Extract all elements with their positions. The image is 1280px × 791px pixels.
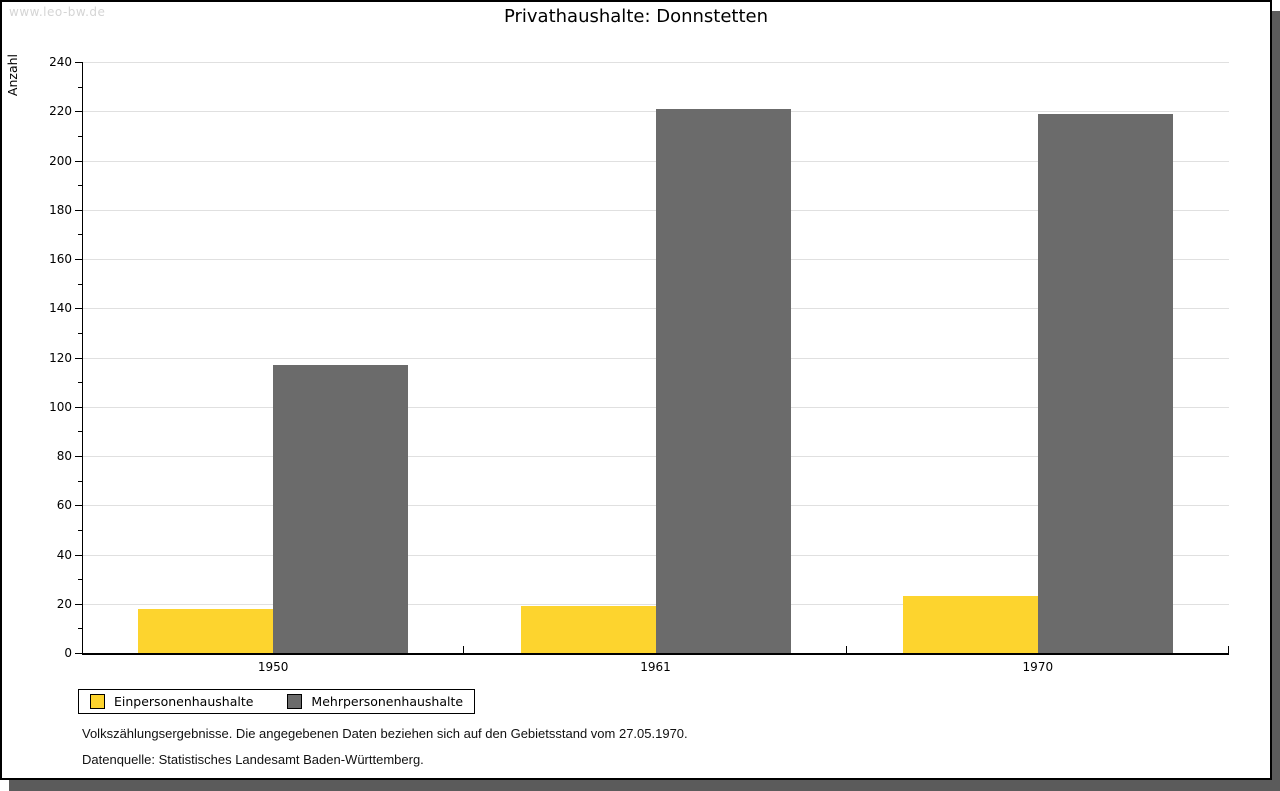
- y-axis-tick: [75, 209, 82, 211]
- bar-1970-mehrpersonen: [1037, 113, 1173, 653]
- mehrpersonenhaushalte-swatch: [287, 694, 303, 709]
- legend-label-einpersonenhaushalte: Einpersonenhaushalte: [114, 694, 254, 709]
- y-tick-label: 0: [64, 646, 72, 660]
- legend-item-mehrpersonenhaushalte: Mehrpersonenhaushalte: [287, 694, 463, 709]
- y-tick-label: 240: [49, 55, 72, 69]
- x-axis-line: [82, 653, 1229, 655]
- x-tick-label: 1970: [1022, 660, 1054, 674]
- y-axis-tick: [78, 431, 82, 433]
- bar-1950-mehrpersonen: [273, 364, 409, 653]
- y-axis-tick: [75, 505, 82, 507]
- y-axis-tick: [78, 283, 82, 285]
- y-tick-label: 220: [49, 104, 72, 119]
- y-axis-tick: [75, 62, 82, 63]
- y-axis-tick: [78, 628, 82, 630]
- y-axis-tick: [75, 308, 82, 310]
- y-axis-line: [82, 62, 83, 653]
- page-title: Privathaushalte: Donnstetten: [503, 6, 769, 27]
- y-axis-tick: [78, 382, 82, 384]
- bar-1961-einpersonen: [520, 606, 656, 653]
- bar-1970-einpersonen: [902, 596, 1038, 653]
- y-tick-label: 80: [56, 449, 72, 463]
- y-axis-tick: [78, 234, 82, 236]
- y-tick-label: 100: [49, 399, 72, 414]
- plot-area: 1950 1961 1970 0 20 40 60 80 100 120 140 160 180 200 2…: [2, 2, 1270, 778]
- y-tick-label: 60: [56, 498, 72, 513]
- y-axis-tick: [78, 529, 82, 531]
- y-axis-tick: [75, 357, 82, 359]
- y-tick-label: 40: [56, 547, 72, 562]
- y-axis-tick: [75, 259, 82, 260]
- y-axis-tick: [78, 332, 82, 334]
- x-axis-tick: [845, 646, 847, 653]
- y-axis-tick: [75, 406, 82, 408]
- x-axis-tick: [1228, 646, 1229, 653]
- y-tick-label: 180: [49, 202, 72, 217]
- gridline: [83, 62, 1229, 63]
- y-axis-tick: [78, 480, 82, 482]
- y-axis-tick: [75, 653, 82, 654]
- y-axis-tick: [78, 86, 82, 88]
- watermark: www.leo-bw.de: [9, 5, 106, 19]
- y-tick-label: 200: [49, 153, 72, 168]
- y-axis-tick: [78, 135, 82, 137]
- x-tick-label: 1961: [640, 660, 671, 674]
- y-tick-label: 120: [49, 350, 72, 365]
- footnote-datenquelle: Datenquelle: Statistisches Landesamt Bad…: [82, 752, 424, 767]
- x-axis-tick: [463, 646, 465, 653]
- chart-window: www.leo-bw.de Privathaushalte: Donnstett…: [0, 0, 1272, 780]
- y-tick-label: 140: [49, 301, 72, 316]
- y-axis-tick: [75, 603, 82, 605]
- y-axis-tick: [75, 111, 82, 113]
- x-tick-label: 1950: [257, 660, 289, 674]
- legend: Einpersonenhaushalte Mehrpersonenhaushal…: [78, 689, 476, 714]
- y-tick-label: 20: [56, 596, 72, 611]
- y-axis-tick: [75, 554, 82, 556]
- legend-label-mehrpersonenhaushalte: Mehrpersonenhaushalte: [311, 694, 464, 709]
- footnote-gebietsstand: Volkszählungsergebnisse. Die angegebenen…: [82, 726, 688, 741]
- y-axis-tick: [78, 579, 82, 581]
- y-axis-tick: [75, 160, 82, 162]
- legend-item-einpersonenhaushalte: Einpersonenhaushalte: [90, 694, 253, 709]
- y-axis-tick: [78, 185, 82, 187]
- y-tick-label: 160: [49, 252, 72, 266]
- bar-1961-mehrpersonen: [655, 108, 791, 653]
- bar-1950-einpersonen: [138, 608, 274, 653]
- einpersonenhaushalte-swatch: [90, 694, 105, 709]
- y-axis-tick: [75, 456, 82, 457]
